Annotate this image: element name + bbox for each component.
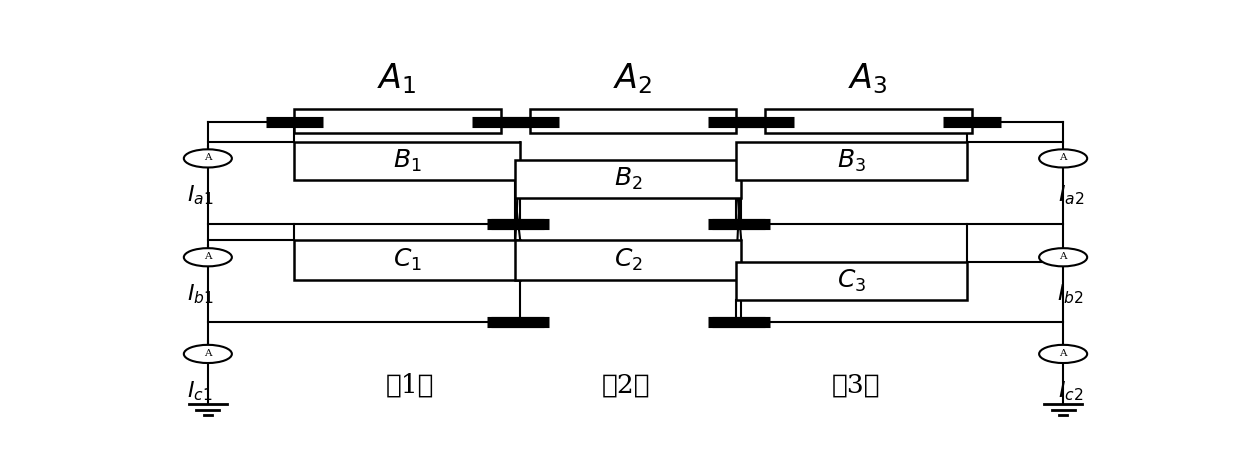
Text: A: A	[1059, 349, 1066, 358]
Text: （2）: （2）	[601, 373, 650, 398]
Circle shape	[184, 149, 232, 168]
Text: $I_{c1}$: $I_{c1}$	[187, 379, 213, 403]
Text: $A_3$: $A_3$	[848, 61, 888, 96]
Circle shape	[184, 345, 232, 363]
Text: $I_{a1}$: $I_{a1}$	[187, 184, 213, 208]
Text: $A_1$: $A_1$	[377, 61, 417, 96]
Text: $C_3$: $C_3$	[837, 268, 867, 294]
Text: $B_3$: $B_3$	[837, 148, 867, 174]
Text: $B_1$: $B_1$	[393, 148, 422, 174]
Bar	[516, 160, 742, 198]
Circle shape	[1039, 149, 1087, 168]
Text: $I_{a2}$: $I_{a2}$	[1058, 184, 1084, 208]
Text: A: A	[1059, 252, 1066, 261]
Bar	[737, 262, 967, 300]
Bar	[294, 142, 521, 180]
Bar	[294, 240, 521, 280]
Text: （3）: （3）	[832, 373, 880, 398]
Bar	[765, 110, 972, 133]
Bar	[529, 110, 737, 133]
Text: （1）: （1）	[386, 373, 434, 398]
Text: $C_1$: $C_1$	[393, 247, 422, 273]
Text: A: A	[1059, 153, 1066, 162]
Bar	[294, 110, 501, 133]
Circle shape	[1039, 248, 1087, 266]
Text: A: A	[205, 349, 212, 358]
Text: A: A	[205, 153, 212, 162]
Bar	[737, 142, 967, 180]
Circle shape	[1039, 345, 1087, 363]
Text: $I_{b2}$: $I_{b2}$	[1058, 283, 1084, 306]
Text: $I_{c2}$: $I_{c2}$	[1058, 379, 1084, 403]
Text: $B_2$: $B_2$	[614, 166, 642, 193]
Bar	[516, 240, 742, 280]
Text: A: A	[205, 252, 212, 261]
Text: $C_2$: $C_2$	[614, 247, 642, 273]
Text: $A_2$: $A_2$	[613, 61, 652, 96]
Text: $I_{b1}$: $I_{b1}$	[187, 283, 213, 306]
Circle shape	[184, 248, 232, 266]
